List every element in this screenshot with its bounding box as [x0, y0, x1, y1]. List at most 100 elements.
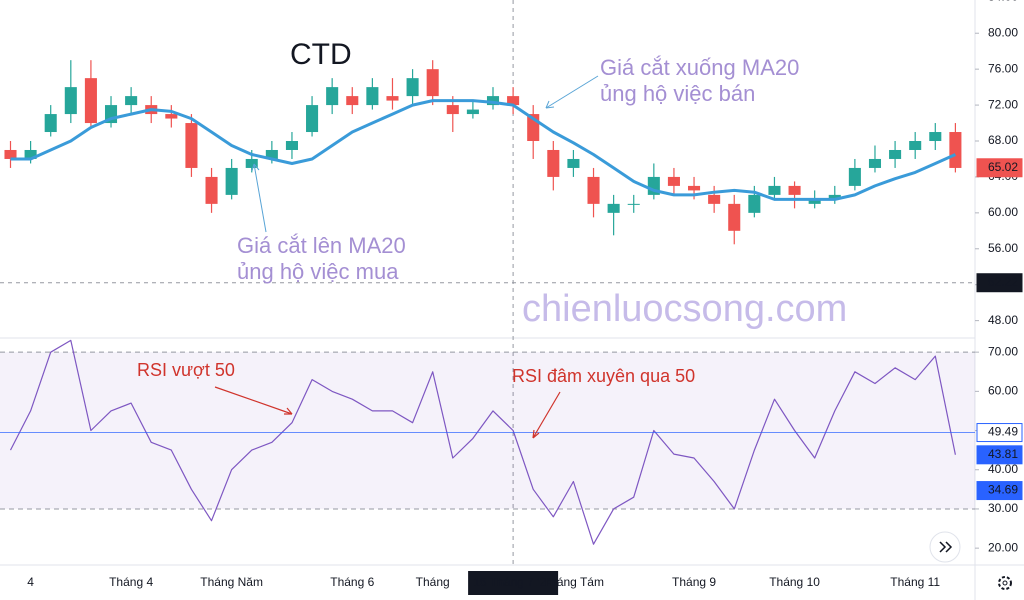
y-tick-label: 56.00: [988, 241, 1018, 255]
arrow: [545, 75, 599, 109]
candle-body: [4, 149, 17, 159]
annotation: ủng hộ việc bán: [600, 81, 755, 106]
y-tick-label: 40.00: [988, 462, 1018, 476]
price-badge-label: 52.22: [988, 275, 1018, 289]
x-tick-label: Tháng 6: [330, 575, 374, 589]
price-badge-label: 43.81: [988, 447, 1018, 461]
scroll-button[interactable]: [929, 531, 961, 563]
annotation: Giá cắt lên MA20: [237, 233, 406, 258]
candle-body: [507, 96, 520, 106]
price-badge: [976, 158, 1023, 178]
y-tick-label: 60.00: [988, 384, 1018, 398]
candle-body: [165, 114, 178, 119]
price-badge-label: 65.02: [988, 160, 1018, 174]
annotation: RSI đâm xuyên qua 50: [512, 366, 695, 386]
candle-body: [788, 185, 801, 195]
candle-body: [406, 78, 419, 97]
y-tick-label: 20.00: [988, 540, 1018, 554]
candle-body: [426, 69, 439, 97]
crosshair-date: 15 Tháng 7 '24: [473, 575, 553, 589]
x-tick-label: Tháng 4: [109, 575, 153, 589]
price-badge: [976, 445, 1023, 465]
candle-body: [949, 132, 962, 168]
candle-body: [587, 176, 600, 204]
x-tick-label: Tháng Tám: [543, 575, 604, 589]
x-tick-label: Tháng: [416, 575, 450, 589]
candle-body: [728, 203, 741, 231]
candle-body: [366, 87, 379, 106]
candle-body: [929, 132, 942, 142]
annotation: Giá cắt xuống MA20: [600, 55, 799, 80]
y-tick-label: 84.00: [988, 0, 1018, 3]
x-tick-label: Tháng 11: [890, 575, 940, 589]
y-tick-label: 60.00: [988, 205, 1018, 219]
candle-body: [627, 203, 640, 205]
candle-body: [607, 203, 620, 213]
candle-body: [64, 87, 77, 115]
scroll-icon[interactable]: [939, 541, 953, 553]
y-tick-label: 76.00: [988, 61, 1018, 75]
candle-body: [245, 158, 258, 168]
price-badge: [976, 481, 1023, 501]
y-tick-label: 70.00: [988, 344, 1018, 358]
x-tick-label: Tháng 10: [769, 575, 820, 589]
candle-body: [708, 194, 721, 204]
candle-body: [547, 149, 560, 177]
arrow: [532, 391, 561, 439]
candle-body: [667, 176, 680, 186]
price-badge-label: 34.69: [988, 483, 1018, 497]
rsi-line: [9, 339, 956, 545]
candle-body: [225, 167, 238, 195]
settings-icon[interactable]: [998, 576, 1012, 590]
candle-body: [306, 105, 319, 133]
annotation: RSI vượt 50: [137, 360, 235, 380]
rsi-band: [0, 352, 975, 509]
crosshair-date-box: [468, 571, 559, 595]
candle-body: [768, 185, 781, 195]
candle-body: [265, 149, 278, 159]
x-tick-label: Tháng Năm: [200, 575, 263, 589]
candle-body: [748, 194, 761, 213]
candle-body: [446, 105, 459, 115]
candle-body: [688, 185, 701, 191]
y-tick-label: 80.00: [988, 25, 1018, 39]
y-tick-label: 68.00: [988, 133, 1018, 147]
price-badge-label: 49.49: [988, 425, 1018, 439]
candle-body: [386, 96, 399, 101]
rsi-arrows: [214, 386, 561, 439]
ma20-line: [10, 99, 957, 201]
y-tick-label: 48.00: [988, 313, 1018, 327]
x-tick-label: Tháng 9: [672, 575, 716, 589]
arrow-head: [284, 407, 293, 415]
candle-body: [185, 123, 198, 168]
annotation: ủng hộ việc mua: [237, 259, 399, 284]
candle-body: [909, 141, 922, 150]
x-tick-label: 4: [27, 575, 34, 589]
arrow: [214, 386, 293, 415]
candle-body: [808, 199, 821, 204]
candle-body: [84, 78, 97, 124]
candle-body: [868, 158, 882, 168]
y-tick-label: 72.00: [988, 97, 1018, 111]
arrows: [251, 75, 599, 233]
price-badge: [976, 273, 1023, 293]
settings-button[interactable]: [998, 576, 1012, 590]
candle-body: [567, 158, 580, 168]
settings-icon-center[interactable]: [1002, 580, 1008, 586]
y-tick-label: 30.00: [988, 501, 1018, 515]
arrow: [253, 163, 267, 233]
candle-body: [125, 96, 138, 106]
arrow-head: [532, 429, 540, 439]
candle-body: [828, 194, 841, 200]
candle-body: [889, 149, 902, 159]
arrow-head: [545, 100, 555, 109]
price-badge: [976, 423, 1023, 443]
annotation: chienluocsong.com: [522, 288, 847, 330]
chart-title: CTD: [290, 38, 352, 71]
candle-body: [24, 149, 37, 159]
candle-body: [285, 141, 298, 150]
candle-body: [486, 96, 500, 106]
candle-body: [205, 176, 218, 204]
